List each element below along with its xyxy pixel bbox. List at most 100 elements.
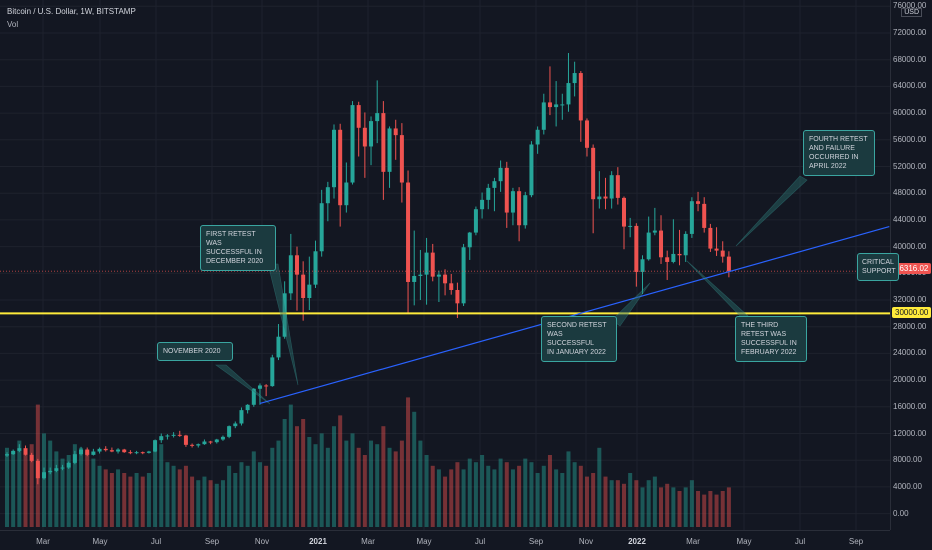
time-axis[interactable]: Mar May Jul Sep Nov 2021 Mar May Jul Sep Nov 2022 Ma… [0, 530, 890, 550]
volume-bar [183, 465, 188, 527]
volume-bar [79, 447, 84, 527]
currency-label[interactable]: USD [901, 8, 922, 17]
volume-bar [140, 476, 145, 527]
candle-body [146, 451, 151, 453]
chart-canvas[interactable] [0, 0, 890, 530]
volume-bar [350, 433, 355, 527]
volume-bar [591, 473, 596, 527]
annotation-first-retest[interactable]: FIRST RETEST WAS SUCCESSFUL IN DECEMBER … [200, 225, 276, 271]
volume-bar [60, 458, 65, 527]
candle-body [116, 449, 121, 452]
volume-bar [270, 447, 275, 527]
volume-bar [449, 469, 454, 527]
volume-bar [227, 465, 232, 527]
annotation-third-retest[interactable]: THE THIRD RETEST WAS SUCCESSFUL IN FEBRU… [735, 316, 807, 362]
volume-bar [547, 455, 552, 527]
candle-body [356, 105, 361, 128]
chart-overlays [0, 175, 890, 405]
candle-body [560, 104, 565, 106]
price-tick: 28000.00 [893, 321, 927, 331]
candle-body [449, 283, 454, 290]
volume-bar [325, 447, 330, 527]
volume-bar [393, 451, 398, 527]
volume-bar [103, 469, 108, 527]
candle-body [276, 336, 281, 358]
volume-bar [412, 411, 417, 527]
volume-bar [307, 437, 312, 527]
candle-body [597, 196, 602, 200]
volume-bar [116, 469, 121, 527]
price-tick: 20000.00 [893, 375, 927, 385]
volume-bar [597, 447, 602, 527]
volume-bar [541, 465, 546, 527]
volume-bar [615, 480, 620, 527]
candle-body [714, 248, 719, 251]
volume-bar [196, 480, 201, 527]
candle-body [498, 167, 503, 182]
candle-body [584, 120, 589, 148]
candle-body [264, 385, 269, 387]
annotation-critical-support[interactable]: CRITICAL SUPPORT [857, 253, 899, 281]
candle-body [504, 167, 509, 213]
candle-body [165, 435, 170, 437]
volume-label: Vol [7, 20, 19, 29]
candle-body [578, 73, 583, 121]
volume-bar [276, 440, 281, 527]
volume-bar [239, 462, 244, 527]
candle-body [467, 232, 472, 248]
candle-body [140, 452, 145, 454]
price-tick: 56000.00 [893, 134, 927, 144]
volume-bar [251, 451, 256, 527]
candle-body [319, 203, 324, 252]
annotation-second-retest[interactable]: SECOND RETEST WAS SUCCESSFUL IN JANUARY … [541, 316, 617, 362]
time-tick: 2021 [309, 537, 327, 546]
volume-bar [146, 473, 151, 527]
volume-bar [498, 458, 503, 527]
candle-body [338, 129, 343, 206]
volume-bar [535, 473, 540, 527]
candle-body [325, 187, 330, 204]
volume-bar [338, 415, 343, 527]
volume-bar [480, 455, 485, 527]
volume-bar [11, 451, 16, 527]
volume-bar [72, 444, 77, 527]
annotation-callout [611, 282, 651, 327]
price-tick: 76000.00 [893, 1, 927, 11]
candle-body [480, 199, 485, 210]
candle-body [430, 252, 435, 277]
candle-body [294, 255, 299, 275]
candle-body [369, 121, 374, 147]
annotation-fourth-retest[interactable]: FOURTH RETEST AND FAILURE OCCURRED IN AP… [803, 130, 875, 176]
price-tick: 24000.00 [893, 348, 927, 358]
volume-bar [294, 426, 299, 527]
volume-bar [375, 444, 380, 527]
candle-body [97, 448, 102, 452]
price-tick: 40000.00 [893, 241, 927, 251]
candle-body [603, 196, 608, 199]
volume-bar [628, 473, 633, 527]
volume-bar [510, 469, 515, 527]
candle-body [671, 253, 676, 262]
volume-bar [603, 476, 608, 527]
candle-body [547, 102, 552, 108]
candle-body [455, 289, 460, 304]
volume-bar [66, 455, 71, 527]
candle-body [60, 467, 65, 469]
volume-bar [214, 483, 219, 527]
candle-body [652, 230, 657, 233]
volume-bar [171, 465, 176, 527]
candle-body [134, 452, 139, 454]
time-tick: Mar [686, 537, 700, 546]
price-axis[interactable]: 76000.00 72000.00 68000.00 64000.00 60000.00… [890, 0, 932, 530]
volume-bar [572, 462, 577, 527]
candle-body [418, 274, 423, 276]
time-tick: 2022 [628, 537, 646, 546]
volume-bar [29, 444, 34, 527]
candle-body [159, 436, 164, 441]
price-tick: 12000.00 [893, 428, 927, 438]
candle-body [17, 448, 22, 451]
candle-body [535, 129, 540, 145]
candle-body [572, 73, 577, 84]
volume-bar [288, 404, 293, 527]
annotation-november-2020[interactable]: NOVEMBER 2020 [157, 342, 233, 361]
